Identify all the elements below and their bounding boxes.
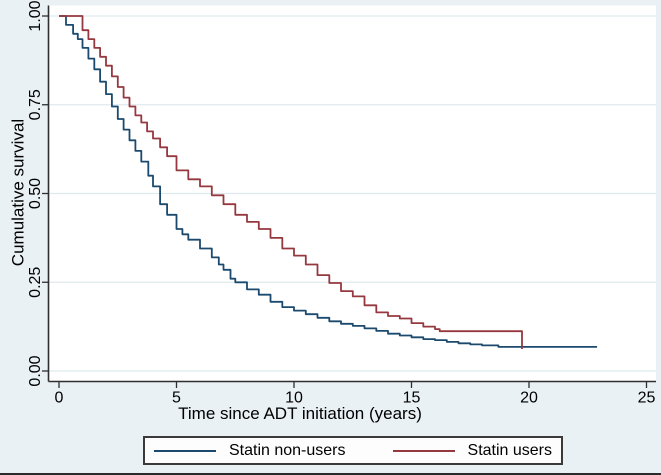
survival-curve-statin-non-users [59,15,598,348]
legend-line-sample-users [392,449,455,452]
figure-bottom-border [0,473,661,475]
y-tick-label: 0.25 [27,267,44,298]
x-tick-label: 5 [172,390,181,407]
x-tick-label: 25 [638,390,656,407]
y-tick-label: 0.50 [27,178,44,209]
y-axis-title: Cumulative survival [8,118,28,267]
legend-item-statin-users: Statin users [392,441,552,460]
x-tick-label: 0 [55,390,64,407]
legend-label-non-users: Statin non-users [229,441,346,459]
y-tick-label: 0.00 [27,355,44,386]
legend: Statin non-users Statin users [143,436,563,465]
legend-label-users: Statin users [467,441,552,459]
legend-line-sample-non-users [154,449,216,452]
y-tick-label: 0.75 [27,89,44,120]
survival-curve-statin-users [59,15,523,349]
y-tick-label: 1.00 [27,0,44,31]
x-tick-label: 15 [403,390,421,407]
legend-item-statin-non-users: Statin non-users [154,442,346,460]
x-tick-label: 10 [285,390,303,407]
x-axis-title: Time since ADT initiation (years) [178,404,422,423]
x-tick-label: 20 [520,390,538,407]
